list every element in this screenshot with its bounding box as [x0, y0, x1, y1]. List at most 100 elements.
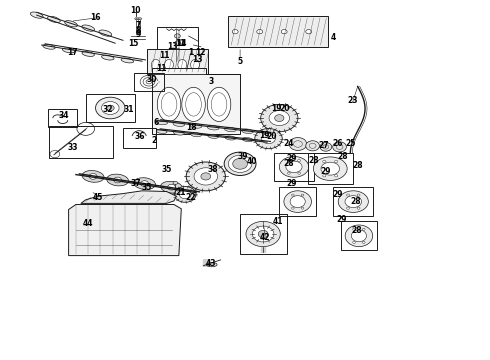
Text: 29: 29 — [337, 215, 347, 224]
Ellipse shape — [107, 174, 128, 186]
Ellipse shape — [82, 171, 104, 182]
Text: 11: 11 — [175, 40, 186, 49]
Ellipse shape — [173, 122, 185, 126]
Text: 29: 29 — [320, 166, 331, 175]
Text: 5: 5 — [238, 57, 243, 66]
Circle shape — [269, 111, 290, 126]
Circle shape — [174, 186, 196, 202]
Ellipse shape — [345, 225, 373, 247]
Ellipse shape — [338, 191, 368, 212]
Text: 35: 35 — [142, 183, 152, 192]
Text: 1: 1 — [189, 48, 194, 57]
Circle shape — [335, 160, 338, 163]
Bar — [240, 214, 287, 254]
Circle shape — [298, 172, 300, 174]
Ellipse shape — [279, 157, 309, 177]
Text: 2: 2 — [152, 136, 157, 145]
Bar — [122, 128, 156, 148]
Text: 33: 33 — [67, 143, 78, 152]
Ellipse shape — [178, 59, 187, 70]
Ellipse shape — [259, 139, 270, 143]
Text: 20: 20 — [267, 132, 277, 141]
Text: 9: 9 — [136, 31, 141, 40]
Ellipse shape — [173, 131, 184, 135]
Ellipse shape — [224, 127, 236, 132]
Ellipse shape — [157, 87, 181, 122]
Circle shape — [179, 190, 191, 199]
Ellipse shape — [259, 131, 270, 135]
Ellipse shape — [82, 25, 95, 31]
Text: 4: 4 — [331, 33, 336, 42]
Circle shape — [335, 175, 338, 177]
Ellipse shape — [121, 58, 134, 63]
Ellipse shape — [225, 136, 236, 140]
Text: 13: 13 — [167, 42, 178, 51]
Circle shape — [252, 226, 274, 242]
Circle shape — [257, 30, 263, 34]
Text: 31: 31 — [123, 105, 134, 114]
Ellipse shape — [345, 196, 362, 207]
Ellipse shape — [48, 16, 60, 23]
Circle shape — [353, 228, 355, 230]
Ellipse shape — [156, 120, 168, 125]
Text: 32: 32 — [102, 105, 113, 114]
Ellipse shape — [208, 134, 219, 138]
Text: 21: 21 — [175, 188, 186, 197]
Ellipse shape — [351, 230, 367, 242]
Ellipse shape — [82, 51, 95, 57]
Circle shape — [186, 162, 225, 191]
Circle shape — [174, 41, 180, 45]
Circle shape — [357, 194, 360, 196]
Bar — [333, 187, 373, 216]
Ellipse shape — [161, 181, 182, 193]
Ellipse shape — [182, 87, 205, 122]
Ellipse shape — [137, 18, 140, 19]
Text: 28: 28 — [284, 159, 294, 168]
Circle shape — [346, 207, 349, 209]
Text: 13: 13 — [192, 55, 202, 64]
Text: 22: 22 — [186, 193, 196, 202]
Text: 34: 34 — [58, 111, 69, 120]
Circle shape — [333, 142, 346, 152]
Circle shape — [232, 30, 238, 34]
Text: 29: 29 — [286, 179, 297, 188]
Ellipse shape — [284, 191, 312, 212]
Ellipse shape — [242, 129, 253, 134]
Circle shape — [233, 158, 247, 169]
Circle shape — [174, 34, 180, 38]
Text: 28: 28 — [351, 226, 362, 235]
Text: 43: 43 — [205, 259, 216, 268]
Circle shape — [301, 207, 304, 209]
Text: 20: 20 — [279, 104, 290, 113]
Bar — [228, 16, 328, 47]
Ellipse shape — [99, 30, 112, 36]
Text: 11: 11 — [159, 51, 170, 60]
Circle shape — [194, 168, 218, 185]
Circle shape — [281, 30, 287, 34]
Circle shape — [89, 174, 97, 179]
Circle shape — [323, 160, 326, 163]
Text: 10: 10 — [130, 6, 141, 15]
Ellipse shape — [190, 124, 202, 128]
Ellipse shape — [224, 152, 256, 175]
Circle shape — [274, 114, 284, 121]
Text: 36: 36 — [134, 132, 145, 141]
Circle shape — [96, 97, 125, 119]
Bar — [48, 109, 77, 127]
Ellipse shape — [101, 55, 114, 60]
Ellipse shape — [65, 21, 77, 27]
Ellipse shape — [314, 157, 347, 180]
Circle shape — [288, 172, 290, 174]
Ellipse shape — [30, 12, 43, 18]
Circle shape — [306, 30, 312, 34]
Ellipse shape — [165, 59, 173, 70]
Circle shape — [363, 241, 365, 243]
Text: 35: 35 — [161, 165, 172, 174]
Circle shape — [258, 230, 268, 238]
Text: 16: 16 — [90, 13, 101, 22]
Bar — [308, 153, 353, 184]
Ellipse shape — [228, 155, 252, 172]
Text: 19: 19 — [271, 104, 282, 113]
Text: 44: 44 — [83, 219, 94, 228]
Ellipse shape — [173, 181, 178, 184]
